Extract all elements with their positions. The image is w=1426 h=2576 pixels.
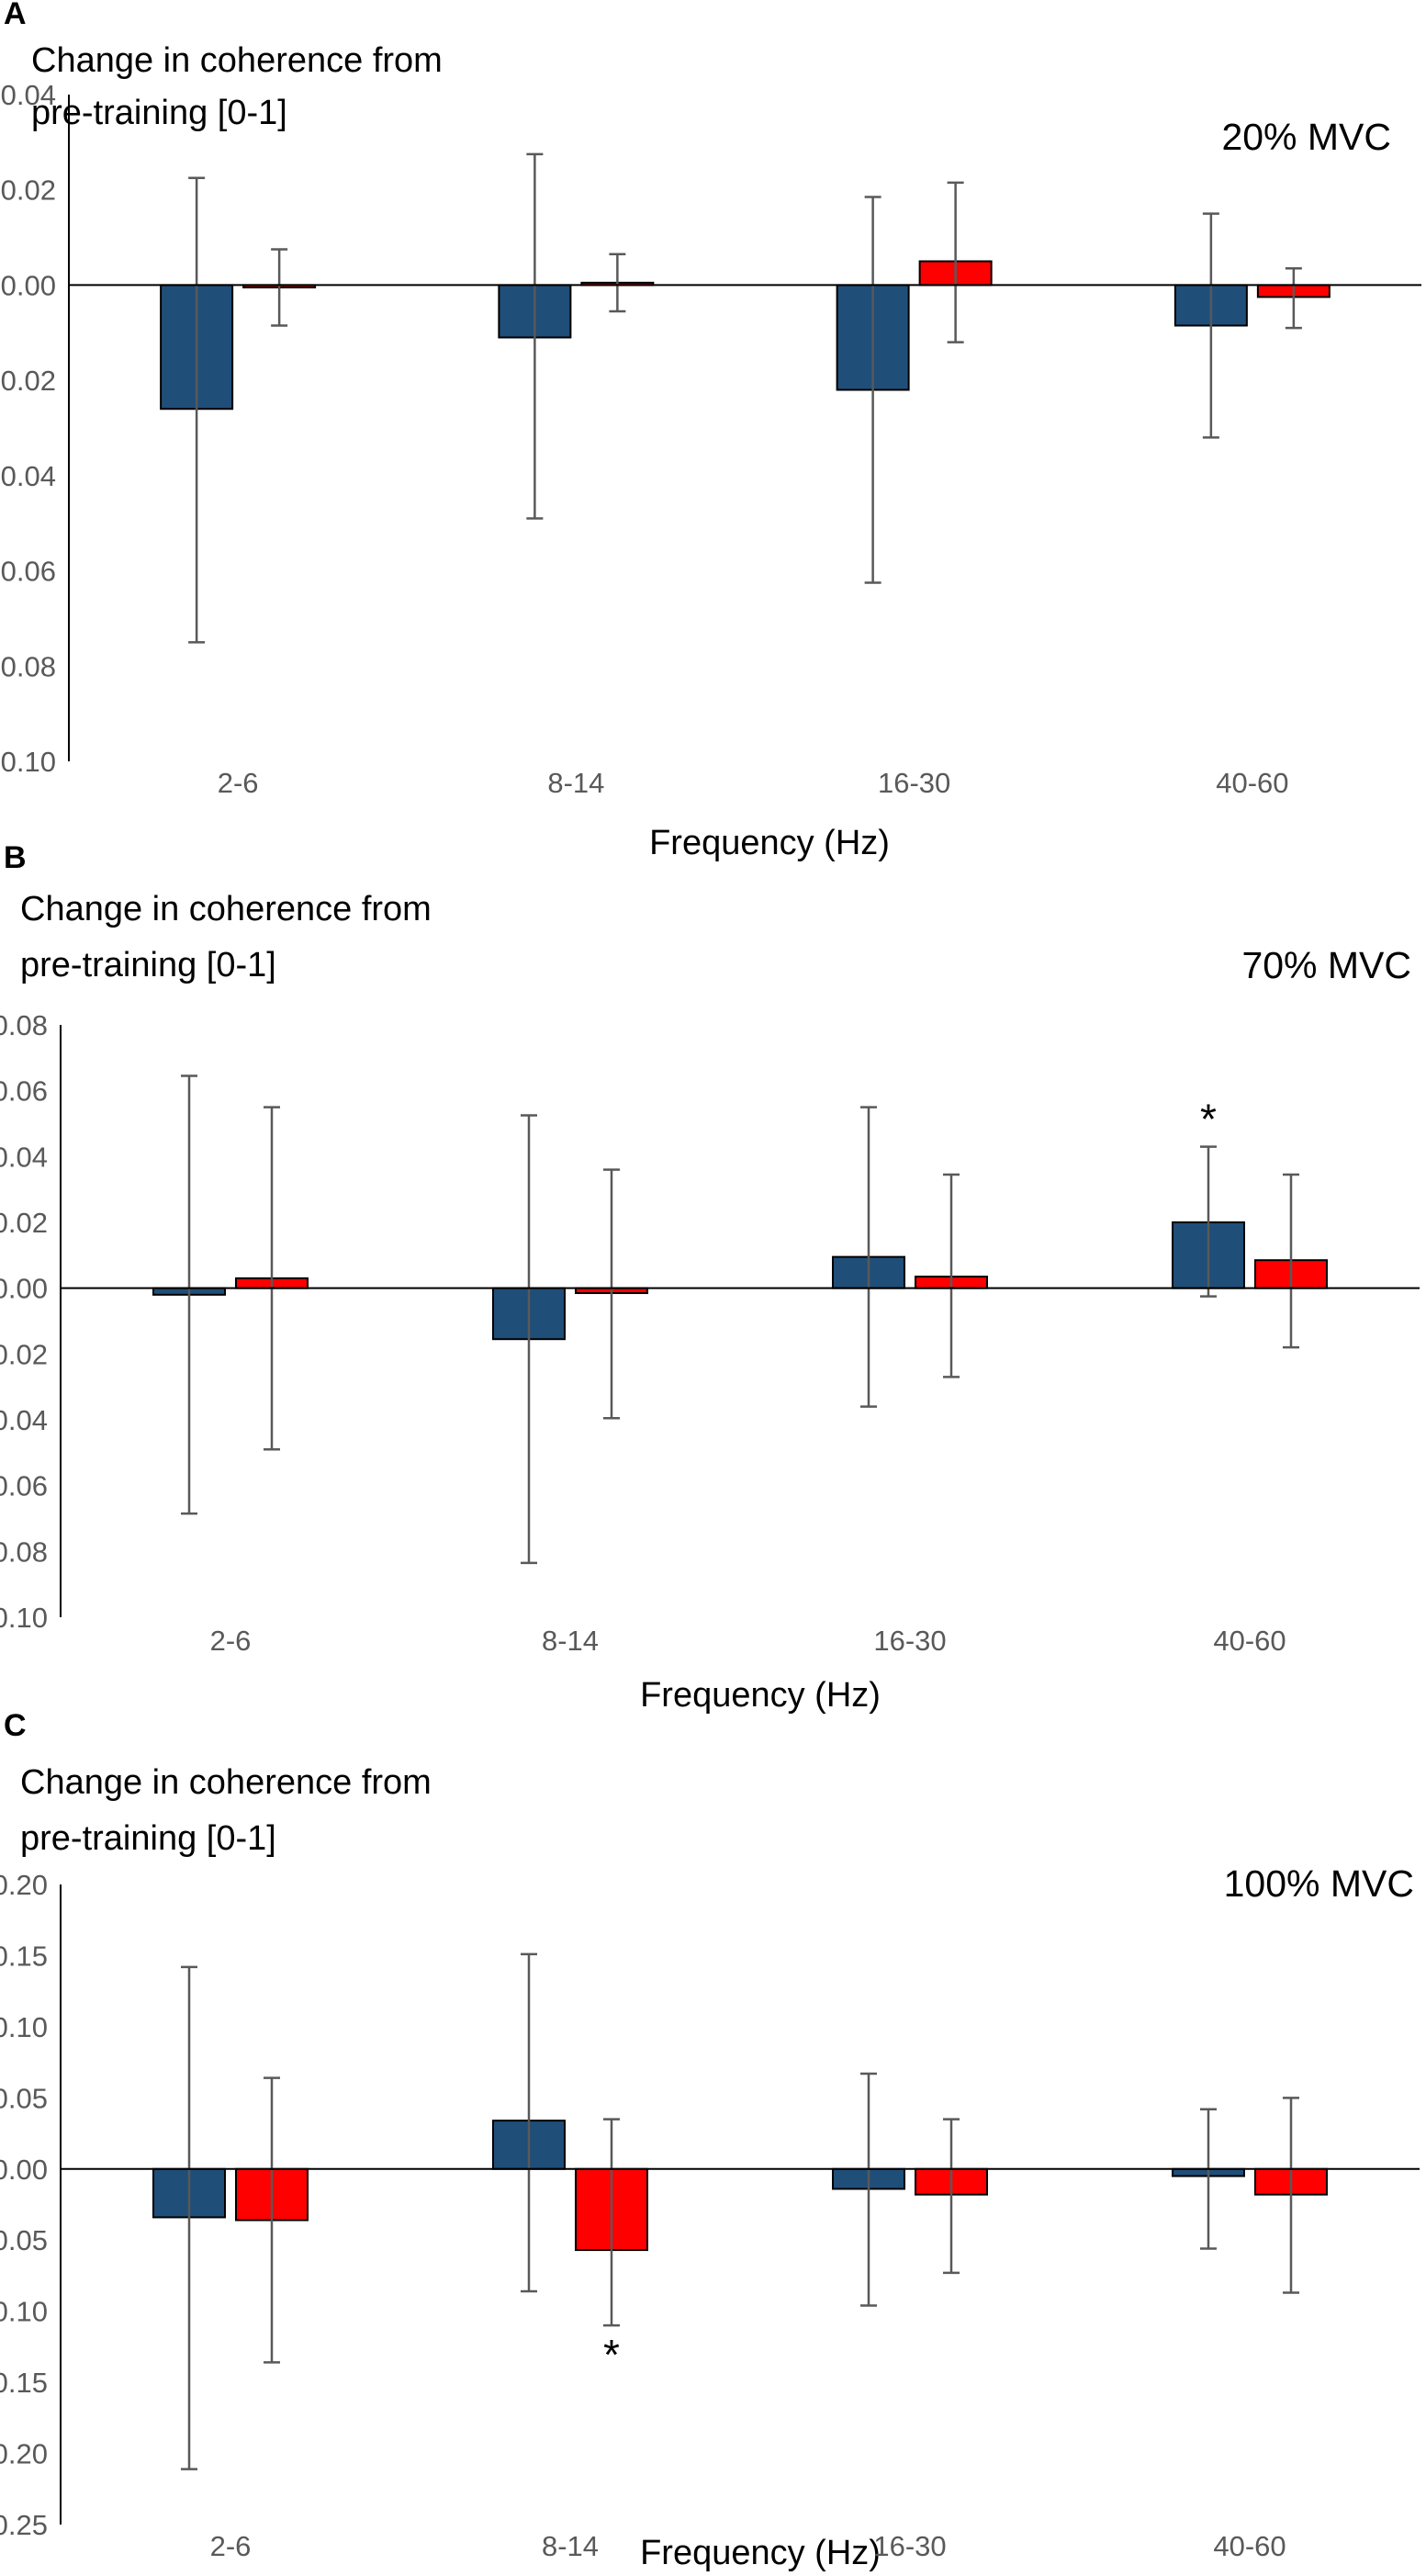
y-tick-label: 0.15 xyxy=(0,1940,48,1972)
y-tick-label: -0.10 xyxy=(0,746,56,778)
significance-star: * xyxy=(1200,1096,1217,1143)
y-tick-label: 0.05 xyxy=(0,2082,48,2114)
y-tick-label: -0.10 xyxy=(0,1602,48,1634)
panel-c-plot: 0.20 0.15 0.10 0.05 0.00 -0.05 -0.10 -0.15 -0.20… xyxy=(0,1869,1420,2562)
x-tick-label: 16-30 xyxy=(873,1625,946,1657)
panel-c: C Change in coherence from pre-training … xyxy=(0,1708,1420,2572)
panel-b-xlabel: Frequency (Hz) xyxy=(640,1676,881,1715)
y-tick-label: 0.20 xyxy=(0,1869,48,1901)
y-tick-label: 0.00 xyxy=(0,2154,48,2186)
y-tick-label: 0.00 xyxy=(1,269,56,301)
x-tick-label: 8-14 xyxy=(542,2530,599,2562)
y-tick-label: 0.04 xyxy=(0,1141,48,1173)
y-tick-label: 0.10 xyxy=(0,2011,48,2043)
y-tick-label: -0.25 xyxy=(0,2509,48,2541)
y-tick-label: -0.08 xyxy=(0,1535,48,1568)
y-tick-label: -0.06 xyxy=(0,556,56,588)
panel-a: A Change in coherence from pre-training … xyxy=(0,0,1421,862)
x-tick-label: 40-60 xyxy=(1213,2530,1286,2562)
panel-c-ylabel-line1: Change in coherence from xyxy=(20,1763,432,1802)
panel-b-title: 70% MVC xyxy=(1241,944,1411,986)
significance-star: * xyxy=(603,2331,620,2379)
y-tick-label: 0.04 xyxy=(1,79,56,111)
y-tick-label: -0.08 xyxy=(0,650,56,682)
x-tick-label: 8-14 xyxy=(542,1625,599,1657)
y-tick-label: -0.20 xyxy=(0,2438,48,2470)
y-tick-label: 0.06 xyxy=(0,1075,48,1108)
y-tick-label: -0.02 xyxy=(0,1338,48,1370)
panel-b-letter: B xyxy=(4,840,27,875)
y-tick-label: 0.00 xyxy=(0,1273,48,1305)
x-tick-label: 40-60 xyxy=(1216,767,1288,799)
panel-b: B Change in coherence from pre-training … xyxy=(0,840,1420,1715)
x-tick-label: 8-14 xyxy=(547,767,604,799)
y-tick-label: -0.05 xyxy=(0,2224,48,2256)
x-tick-label: 16-30 xyxy=(873,2530,946,2562)
y-tick-label: -0.10 xyxy=(0,2296,48,2328)
x-tick-label: 2-6 xyxy=(210,2530,252,2562)
panel-a-xlabel: Frequency (Hz) xyxy=(649,824,890,862)
panel-a-ylabel-line2: pre-training [0-1] xyxy=(31,94,287,132)
y-tick-label: -0.04 xyxy=(0,460,56,492)
x-tick-label: 2-6 xyxy=(218,767,259,799)
y-tick-label: -0.04 xyxy=(0,1404,48,1436)
x-tick-label: 40-60 xyxy=(1213,1625,1286,1657)
x-tick-label: 16-30 xyxy=(878,767,950,799)
panel-b-ylabel-line1: Change in coherence from xyxy=(20,890,432,928)
y-tick-label: -0.06 xyxy=(0,1470,48,1502)
panel-a-title: 20% MVC xyxy=(1221,116,1391,158)
y-tick-label: -0.15 xyxy=(0,2367,48,2399)
panel-a-letter: A xyxy=(4,0,27,31)
x-tick-label: 2-6 xyxy=(210,1625,252,1657)
panel-b-plot: 0.08 0.06 0.04 0.02 0.00 -0.02 -0.04 -0.06 -0.08… xyxy=(0,1009,1420,1657)
y-tick-label: 0.02 xyxy=(0,1207,48,1239)
panel-a-plot: 0.04 0.02 0.00 -0.02 -0.04 -0.06 -0.08 -0.10 2-6… xyxy=(0,79,1421,799)
y-tick-label: -0.02 xyxy=(0,365,56,397)
y-tick-label: 0.08 xyxy=(0,1009,48,1041)
panel-a-ylabel-line1: Change in coherence from xyxy=(31,41,443,80)
y-tick-label: 0.02 xyxy=(1,174,56,207)
panel-c-title: 100% MVC xyxy=(1224,1862,1414,1905)
panel-c-ylabel-line2: pre-training [0-1] xyxy=(20,1819,276,1858)
panel-c-xlabel: Frequency (Hz) xyxy=(640,2534,881,2572)
panel-c-letter: C xyxy=(4,1708,27,1743)
panel-b-ylabel-line2: pre-training [0-1] xyxy=(20,946,276,984)
